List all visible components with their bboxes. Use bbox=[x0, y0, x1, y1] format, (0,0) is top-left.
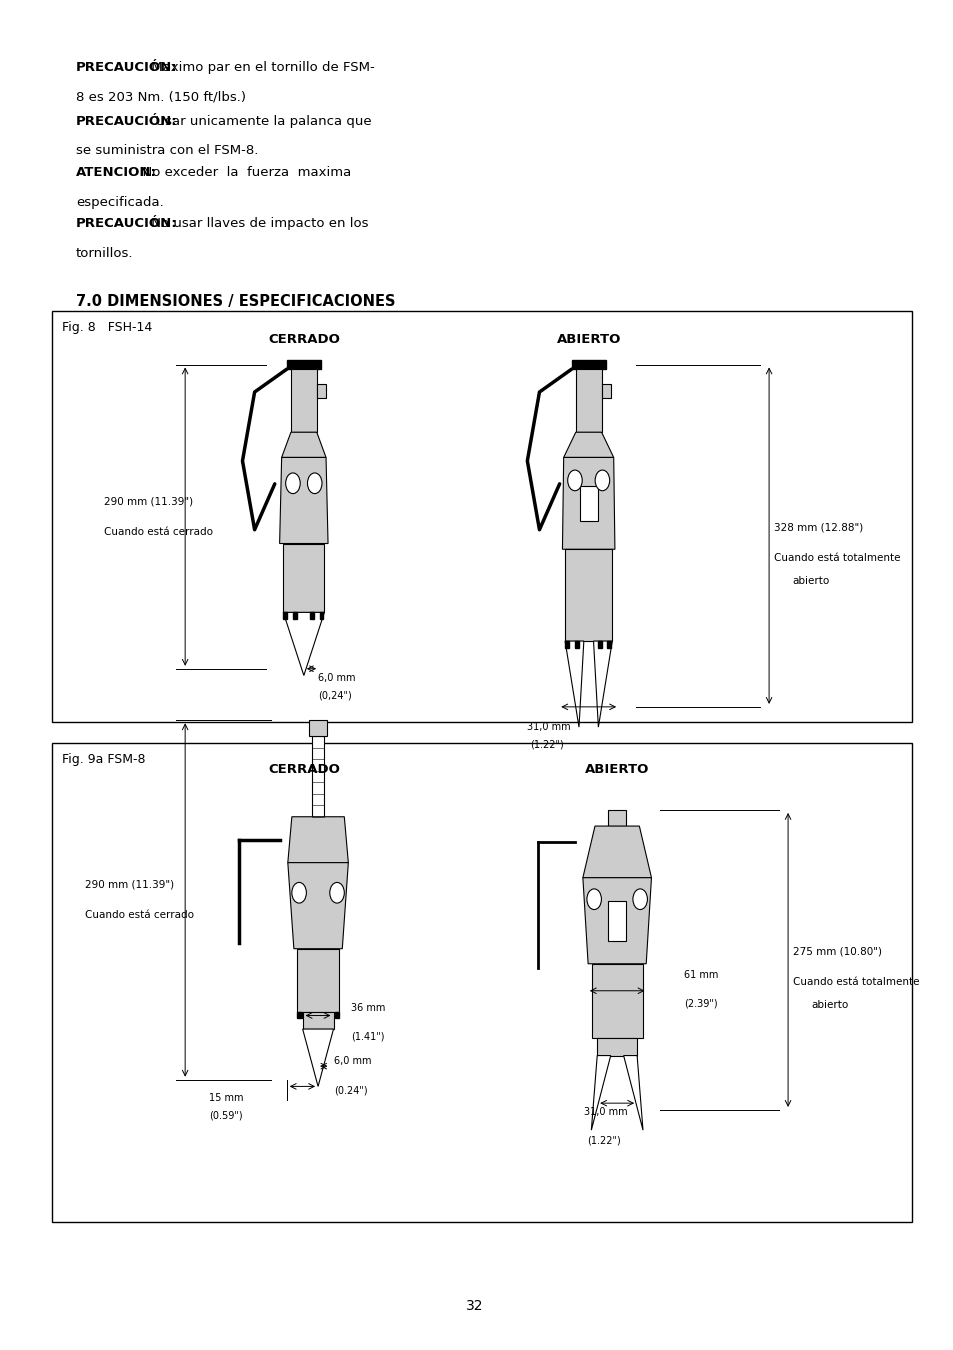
Text: PRECAUCIÓN:: PRECAUCIÓN: bbox=[76, 217, 177, 231]
Bar bbox=[283, 544, 324, 613]
Circle shape bbox=[292, 883, 306, 903]
Text: (1.22"): (1.22") bbox=[586, 1135, 619, 1146]
Text: Cuando está totalmente: Cuando está totalmente bbox=[773, 552, 900, 563]
Text: ATENCION:: ATENCION: bbox=[76, 166, 156, 180]
Bar bbox=[52, 310, 910, 722]
Bar bbox=[598, 641, 601, 648]
Polygon shape bbox=[288, 817, 348, 863]
Bar bbox=[287, 360, 320, 369]
Bar bbox=[574, 641, 578, 648]
Text: 31,0 mm: 31,0 mm bbox=[526, 722, 570, 732]
Bar bbox=[608, 810, 625, 826]
Polygon shape bbox=[288, 863, 348, 949]
Circle shape bbox=[632, 888, 647, 910]
Text: especificada.: especificada. bbox=[76, 196, 164, 209]
Text: Fig. 9a FSM-8: Fig. 9a FSM-8 bbox=[62, 753, 145, 767]
Bar bbox=[591, 964, 642, 1038]
Bar bbox=[310, 613, 314, 620]
Polygon shape bbox=[564, 641, 583, 728]
Bar bbox=[297, 1012, 301, 1018]
Text: Cuando está cerrado: Cuando está cerrado bbox=[86, 910, 194, 921]
Polygon shape bbox=[591, 1056, 610, 1130]
Bar bbox=[579, 486, 597, 521]
Polygon shape bbox=[623, 1056, 642, 1130]
Polygon shape bbox=[593, 641, 612, 728]
Text: CERRADO: CERRADO bbox=[268, 333, 339, 347]
Polygon shape bbox=[302, 1029, 334, 1087]
Bar bbox=[283, 613, 287, 620]
Text: (1.22"): (1.22") bbox=[529, 740, 563, 749]
Bar bbox=[335, 1012, 338, 1018]
Text: (1.41"): (1.41") bbox=[351, 1031, 384, 1042]
Bar bbox=[597, 1038, 637, 1056]
Text: 328 mm (12.88"): 328 mm (12.88") bbox=[773, 522, 862, 532]
Bar bbox=[293, 613, 296, 620]
Text: ABIERTO: ABIERTO bbox=[556, 333, 620, 347]
Bar bbox=[302, 1012, 334, 1029]
Polygon shape bbox=[283, 613, 324, 675]
Text: 36 mm: 36 mm bbox=[351, 1003, 385, 1012]
Text: (2.39"): (2.39") bbox=[683, 999, 717, 1008]
Text: No exceder  la  fuerza  maxima: No exceder la fuerza maxima bbox=[134, 166, 351, 180]
Text: 275 mm (10.80"): 275 mm (10.80") bbox=[792, 946, 881, 957]
Text: 6,0 mm: 6,0 mm bbox=[317, 672, 355, 683]
Text: 32: 32 bbox=[465, 1299, 483, 1312]
Text: tornillos.: tornillos. bbox=[76, 247, 133, 261]
Text: abierto: abierto bbox=[811, 1000, 848, 1010]
Bar bbox=[607, 641, 611, 648]
Circle shape bbox=[586, 888, 600, 910]
Polygon shape bbox=[281, 432, 326, 458]
Text: (0.59"): (0.59") bbox=[209, 1111, 242, 1120]
Polygon shape bbox=[563, 432, 613, 458]
Bar bbox=[576, 369, 601, 432]
Polygon shape bbox=[582, 826, 651, 878]
Circle shape bbox=[330, 883, 344, 903]
Bar bbox=[601, 385, 611, 398]
Text: 61 mm: 61 mm bbox=[683, 969, 718, 980]
Text: abierto: abierto bbox=[792, 575, 829, 586]
Text: Maximo par en el tornillo de FSM-: Maximo par en el tornillo de FSM- bbox=[147, 61, 375, 74]
Text: PRECAUCIÓN:: PRECAUCIÓN: bbox=[76, 61, 177, 74]
Circle shape bbox=[595, 470, 609, 491]
Text: 290 mm (11.39"): 290 mm (11.39") bbox=[104, 497, 193, 506]
Circle shape bbox=[567, 470, 581, 491]
Bar bbox=[571, 360, 605, 369]
Text: (0.24"): (0.24") bbox=[334, 1085, 368, 1095]
Text: 8 es 203 Nm. (150 ft/lbs.): 8 es 203 Nm. (150 ft/lbs.) bbox=[76, 90, 246, 104]
Text: 6,0 mm: 6,0 mm bbox=[334, 1056, 372, 1066]
Text: se suministra con el FSM-8.: se suministra con el FSM-8. bbox=[76, 144, 258, 158]
Text: ABIERTO: ABIERTO bbox=[584, 763, 649, 776]
Text: Cuando está totalmente: Cuando está totalmente bbox=[792, 977, 919, 987]
Polygon shape bbox=[562, 458, 615, 549]
Text: 7.0 DIMENSIONES / ESPECIFICACIONES: 7.0 DIMENSIONES / ESPECIFICACIONES bbox=[76, 294, 395, 309]
Bar bbox=[291, 369, 316, 432]
Bar bbox=[319, 613, 323, 620]
Bar bbox=[564, 549, 612, 641]
Text: Cuando está cerrado: Cuando está cerrado bbox=[104, 526, 213, 537]
Bar bbox=[297, 949, 338, 1012]
Circle shape bbox=[285, 472, 300, 494]
Bar bbox=[608, 900, 625, 941]
Text: Fig. 8   FSH-14: Fig. 8 FSH-14 bbox=[62, 321, 152, 335]
Text: 31,0 mm: 31,0 mm bbox=[583, 1107, 627, 1116]
Text: PRECAUCIÓN:: PRECAUCIÓN: bbox=[76, 115, 177, 128]
Polygon shape bbox=[279, 458, 328, 544]
Bar bbox=[316, 385, 326, 398]
Text: 15 mm: 15 mm bbox=[209, 1094, 243, 1103]
Bar bbox=[52, 743, 910, 1222]
Bar bbox=[312, 737, 323, 817]
Bar bbox=[309, 721, 327, 737]
Text: No usar llaves de impacto en los: No usar llaves de impacto en los bbox=[147, 217, 368, 231]
Circle shape bbox=[307, 472, 322, 494]
Text: 290 mm (11.39"): 290 mm (11.39") bbox=[86, 880, 174, 890]
Bar bbox=[564, 641, 568, 648]
Text: (0,24"): (0,24") bbox=[317, 690, 352, 701]
Text: Usar unicamente la palanca que: Usar unicamente la palanca que bbox=[147, 115, 372, 128]
Text: CERRADO: CERRADO bbox=[268, 763, 339, 776]
Polygon shape bbox=[582, 878, 651, 964]
